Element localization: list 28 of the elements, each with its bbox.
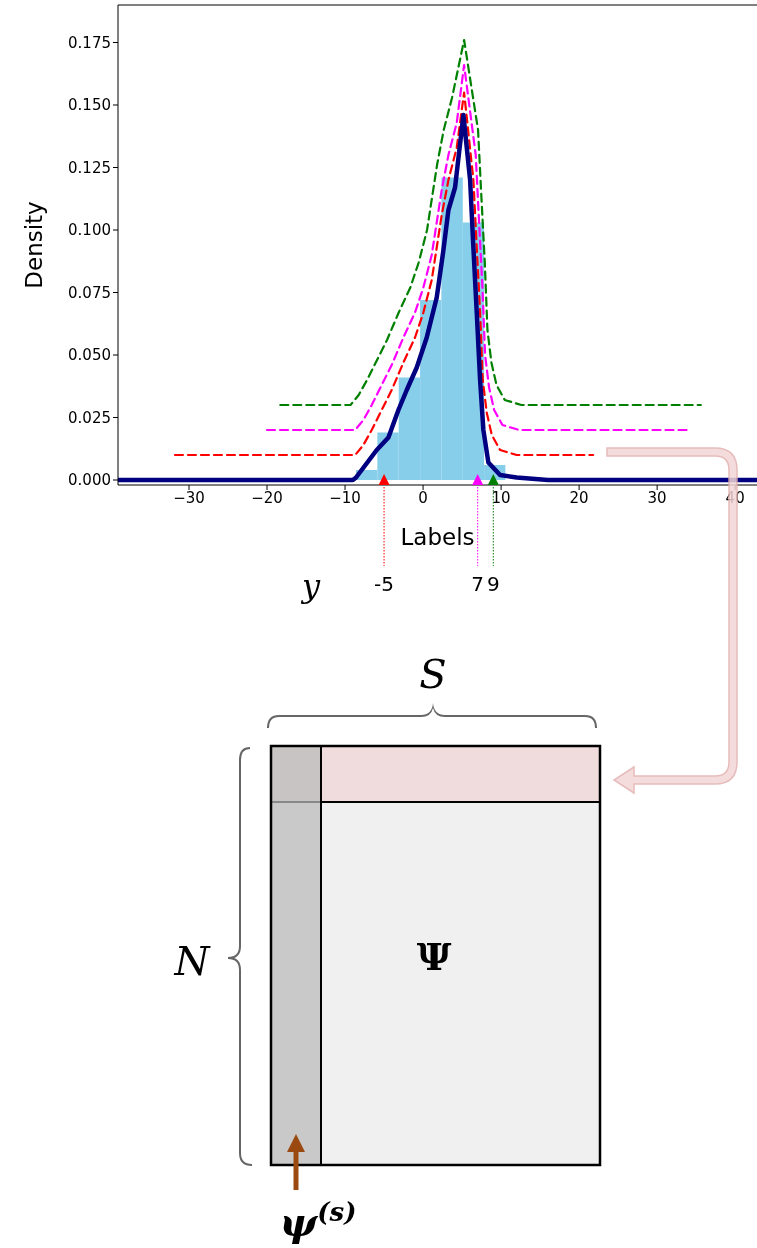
y-tick-label: 0.150: [68, 96, 111, 115]
x-axis-title: Labels: [400, 524, 475, 550]
text: ψ$^{(s)}$: [279, 1197, 357, 1245]
text: Ψ: [416, 934, 452, 979]
y-axis-title: Density: [21, 201, 47, 289]
x-tick-label: −10: [329, 488, 361, 507]
x-tick-label: 10: [491, 488, 511, 507]
annotation: 7: [471, 572, 485, 596]
x-tick-label: −20: [251, 488, 283, 507]
annotation: 9: [486, 572, 500, 596]
line-series: [279, 38, 702, 407]
y-tick-label: 0.175: [68, 33, 111, 52]
text: S: [419, 651, 447, 697]
y-tick-label: 0.075: [68, 283, 111, 302]
y-tick-label: 0.050: [68, 346, 111, 365]
annotation: -5: [374, 572, 395, 596]
text: y: [299, 567, 321, 605]
y-tick-label: 0.025: [68, 408, 111, 427]
x-tick-label: 30: [647, 488, 667, 507]
text: N: [173, 938, 212, 984]
y-tick-label: 0.125: [68, 158, 111, 177]
y-tick-label: 0.100: [68, 221, 111, 240]
y-tick-label: 0.000: [68, 471, 111, 490]
x-tick-label: −30: [173, 488, 205, 507]
x-tick-label: 40: [725, 488, 745, 507]
line-series: [173, 91, 595, 457]
x-tick-label: 20: [569, 488, 589, 507]
x-tick-label: 0: [418, 488, 428, 507]
